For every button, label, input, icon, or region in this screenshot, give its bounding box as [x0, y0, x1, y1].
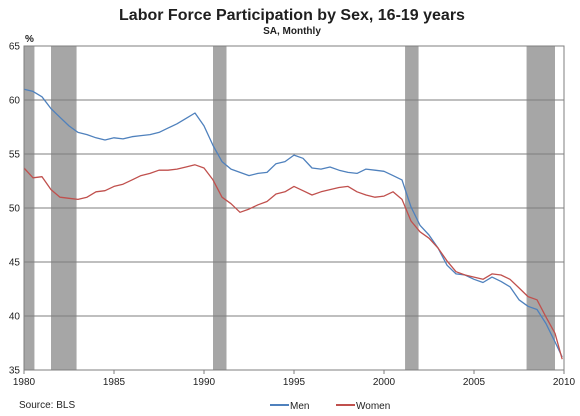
x-tick-label: 2000 [373, 377, 396, 388]
source-note: Source: BLS [19, 400, 75, 411]
gridlines [24, 99, 564, 317]
y-axis-ticks: 35 40 45 50 55 60 65 [9, 42, 21, 377]
y-tick-label: 55 [9, 150, 21, 161]
x-tick-label: 1980 [13, 377, 36, 388]
legend-label-women: Women [356, 401, 390, 412]
chart-subtitle: SA, Monthly [263, 26, 321, 37]
series-lines [23, 88, 563, 360]
y-tick-label: 40 [9, 312, 21, 323]
x-tick-label: 2010 [553, 377, 576, 388]
x-tick-label: 1990 [193, 377, 216, 388]
y-tick-label: 60 [9, 96, 21, 107]
x-axis-ticks: 1980 1985 1990 1995 2000 2005 2010 [13, 370, 576, 388]
series-line-women [23, 164, 563, 360]
legend-label-men: Men [290, 401, 309, 412]
chart-title: Labor Force Participation by Sex, 16-19 … [119, 7, 465, 24]
y-tick-label: 35 [9, 366, 21, 377]
x-tick-label: 2005 [463, 377, 486, 388]
x-tick-label: 1995 [283, 377, 306, 388]
y-tick-label: 50 [9, 204, 21, 215]
y-axis-unit: % [25, 34, 34, 45]
series-line-men [23, 88, 563, 358]
y-tick-label: 45 [9, 258, 21, 269]
y-tick-label: 65 [9, 42, 21, 53]
legend: Men Women [270, 401, 390, 412]
x-tick-label: 1985 [103, 377, 126, 388]
